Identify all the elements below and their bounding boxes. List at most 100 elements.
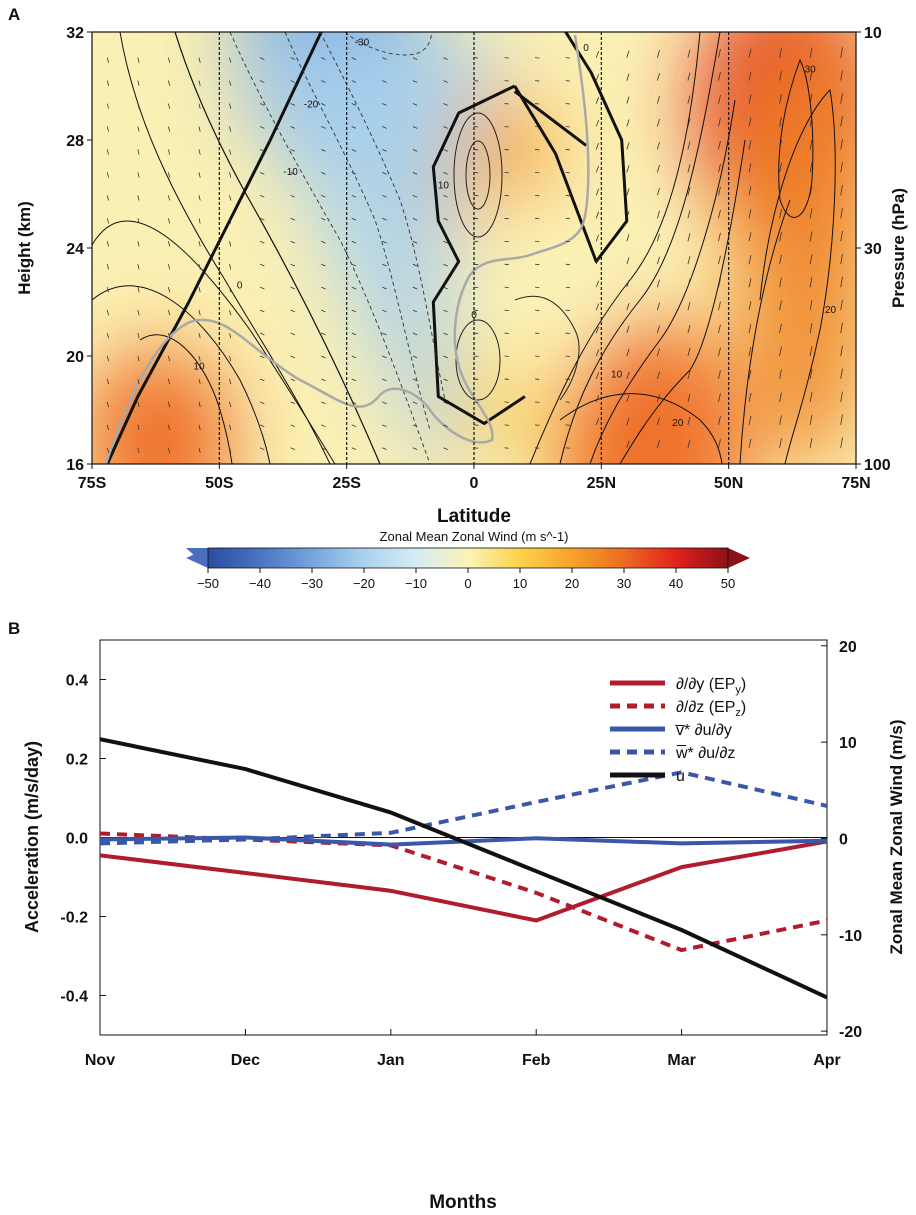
circulation-arrow	[840, 207, 843, 219]
circulation-arrow	[443, 309, 448, 313]
circulation-arrow	[748, 163, 752, 173]
circulation-arrow	[595, 119, 600, 127]
circulation-arrow	[595, 303, 600, 311]
circulation-arrow	[168, 103, 171, 109]
y-tick-label: 0.4	[66, 673, 88, 690]
circulation-arrow	[106, 310, 109, 316]
circulation-arrow	[137, 103, 140, 109]
circulation-arrow	[840, 93, 843, 104]
circulation-arrow	[626, 50, 630, 58]
y-tick-label: 20	[66, 349, 84, 366]
circulation-arrow	[809, 323, 813, 334]
colorbar-tick-label: 20	[565, 576, 579, 591]
x-tick-label: 25N	[587, 475, 616, 492]
colorbar-tick-label: −40	[249, 576, 271, 591]
circulation-arrow	[382, 149, 387, 152]
circulation-arrow	[718, 49, 721, 58]
circulation-arrow	[290, 263, 296, 267]
circulation-arrow	[748, 140, 752, 150]
circulation-arrow	[198, 80, 201, 86]
circulation-arrow	[168, 401, 171, 408]
circulation-arrow	[443, 286, 448, 290]
circulation-arrow	[321, 447, 326, 451]
circulation-arrow	[595, 349, 600, 357]
circulation-arrow	[595, 372, 600, 380]
circulation-arrow	[412, 401, 418, 405]
circulation-arrow	[809, 277, 813, 288]
circulation-arrow	[412, 309, 418, 313]
wind-heatmap: -30 -20 -10 0 10 10 0 0 10 20 30 20	[92, 32, 856, 464]
circulation-arrow	[656, 141, 660, 150]
circulation-arrow	[229, 355, 232, 362]
circulation-arrow	[687, 393, 691, 403]
circulation-arrow	[290, 309, 296, 313]
circulation-arrow	[626, 257, 630, 265]
circulation-arrow	[229, 195, 232, 201]
circulation-arrow	[656, 164, 660, 173]
circulation-arrow	[779, 392, 782, 402]
circulation-arrow	[687, 118, 691, 127]
colorbar: Zonal Mean Zonal Wind (m s^-1) −50 −40 −30…	[186, 529, 750, 591]
circulation-arrow	[626, 394, 630, 403]
circulation-arrow	[748, 186, 752, 196]
y-tick-label: 0.2	[66, 752, 88, 769]
circulation-arrow	[229, 126, 232, 132]
circulation-arrow	[779, 369, 782, 380]
circulation-arrow	[106, 195, 109, 201]
circulation-arrow	[229, 378, 232, 385]
circulation-arrow	[809, 437, 813, 448]
zero-contours	[105, 32, 629, 464]
circulation-arrow	[718, 140, 721, 150]
circulation-arrow	[137, 172, 140, 178]
circulation-arrow	[748, 301, 752, 311]
circulation-arrow	[382, 80, 387, 83]
colorbar-tick-label: −50	[197, 576, 219, 591]
circulation-arrow	[626, 165, 630, 173]
month-tick-label: Jan	[377, 1052, 405, 1069]
circulation-arrow	[290, 378, 296, 382]
circulation-arrow	[779, 277, 782, 288]
circulation-arrow	[840, 47, 843, 58]
panel-b: B Nov Dec Jan Feb Mar Apr 0.4 0.2 0.0 -0.2 -0.4 20 1…	[8, 619, 906, 1213]
circulation-arrow	[840, 253, 843, 265]
circulation-arrow	[259, 57, 265, 60]
legend-label-1: ∂/∂z (EPz)	[676, 699, 746, 719]
circulation-arrow	[840, 299, 843, 311]
circulation-arrow	[595, 73, 600, 81]
circulation-arrow	[656, 95, 660, 104]
circulation-arrow	[779, 300, 782, 311]
circulation-arrow	[321, 309, 326, 313]
circulation-arrow	[840, 437, 843, 448]
circulation-arrow	[382, 378, 387, 382]
circulation-arrow	[443, 263, 448, 267]
circulation-arrow	[626, 119, 630, 127]
contour-label: 10	[438, 181, 450, 192]
circulation-arrow	[809, 391, 813, 402]
circulation-arrow	[259, 309, 265, 313]
circulation-arrow	[290, 103, 296, 106]
circulation-arrow	[840, 368, 843, 380]
circulation-arrow	[718, 370, 721, 380]
circulation-arrow	[168, 149, 171, 155]
circulation-arrow	[351, 378, 357, 382]
circulation-arrow	[443, 103, 448, 106]
circulation-arrow	[137, 332, 140, 339]
circulation-arrow	[259, 172, 265, 175]
circulation-arrow	[321, 57, 326, 60]
circulation-arrow	[809, 162, 813, 173]
circulation-arrow	[718, 209, 721, 219]
circulation-arrow	[840, 162, 843, 173]
circulation-arrow	[412, 378, 418, 382]
circulation-arrow	[198, 310, 201, 316]
circulation-arrow	[351, 309, 357, 313]
reference-latitude-lines	[218, 32, 730, 464]
circulation-arrow	[198, 401, 201, 408]
circulation-arrow	[595, 96, 600, 104]
zero-contour-0	[105, 32, 323, 464]
circulation-arrow	[779, 162, 782, 173]
contour-label: 30	[805, 65, 817, 76]
circulation-arrow	[321, 286, 326, 290]
circulation-arrow	[229, 241, 232, 247]
circulation-arrow	[626, 188, 630, 196]
